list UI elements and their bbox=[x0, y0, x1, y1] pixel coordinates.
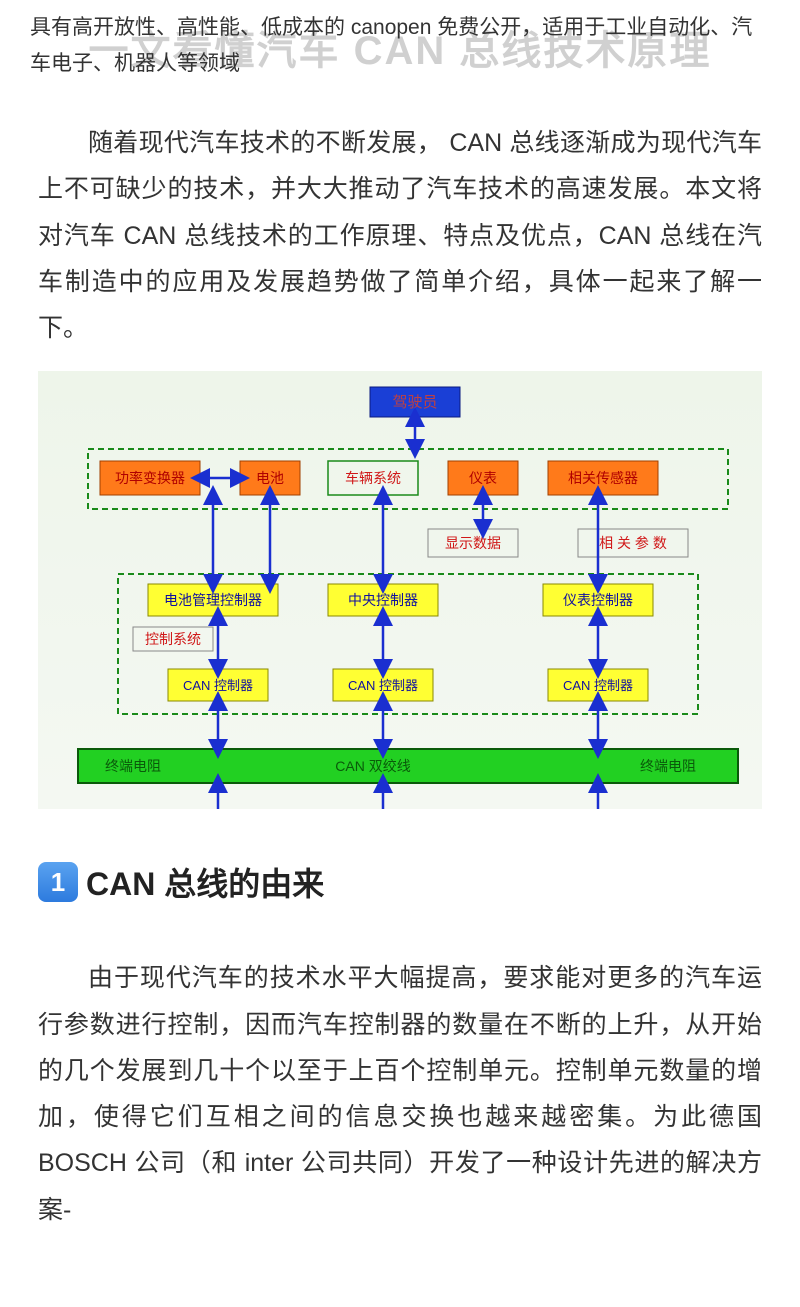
svg-text:仪表控制器: 仪表控制器 bbox=[563, 592, 633, 608]
svg-text:仪表: 仪表 bbox=[469, 470, 497, 486]
section-1-paragraph: 由于现代汽车的技术水平大幅提高，要求能对更多的汽车运行参数进行控制，因而汽车控制… bbox=[38, 955, 762, 1233]
article-body: 随着现代汽车技术的不断发展， CAN 总线逐渐成为现代汽车上不可缺少的技术，并大… bbox=[0, 0, 800, 1233]
svg-text:电池管理控制器: 电池管理控制器 bbox=[164, 592, 262, 608]
svg-text:车辆系统: 车辆系统 bbox=[345, 470, 401, 486]
section-num-badge: 1 bbox=[38, 862, 78, 902]
svg-text:中央控制器: 中央控制器 bbox=[348, 592, 418, 608]
driver-node-label: 驾驶员 bbox=[392, 394, 437, 411]
svg-text:CAN 控制器: CAN 控制器 bbox=[563, 678, 633, 693]
overlay-caption: 具有高开放性、高性能、低成本的 canopen 免费公开，适用于工业自动化、汽车… bbox=[30, 10, 770, 81]
svg-text:相关传感器: 相关传感器 bbox=[568, 470, 638, 486]
svg-text:显示数据: 显示数据 bbox=[445, 535, 501, 551]
section-1-title: CAN 总线的由来 bbox=[86, 859, 324, 905]
can-diagram-svg: 驾驶员 功率变换器 电池 车辆系统 仪表 相关传感器 显示数据 相 关 参 数 … bbox=[38, 379, 762, 809]
svg-text:CAN 控制器: CAN 控制器 bbox=[183, 678, 253, 693]
svg-text:终端电阻: 终端电阻 bbox=[640, 758, 696, 774]
intro-paragraph: 随着现代汽车技术的不断发展， CAN 总线逐渐成为现代汽车上不可缺少的技术，并大… bbox=[38, 120, 762, 351]
svg-text:CAN 控制器: CAN 控制器 bbox=[348, 678, 418, 693]
svg-text:功率变换器: 功率变换器 bbox=[115, 470, 185, 486]
svg-text:相 关 参 数: 相 关 参 数 bbox=[599, 535, 667, 551]
svg-text:终端电阻: 终端电阻 bbox=[105, 758, 161, 774]
can-diagram: 驾驶员 功率变换器 电池 车辆系统 仪表 相关传感器 显示数据 相 关 参 数 … bbox=[38, 371, 762, 809]
svg-text:电池: 电池 bbox=[256, 470, 284, 486]
svg-text:CAN 双绞线: CAN 双绞线 bbox=[335, 758, 410, 774]
section-1-heading: 1 CAN 总线的由来 bbox=[38, 859, 762, 905]
svg-text:控制系统: 控制系统 bbox=[145, 631, 201, 647]
